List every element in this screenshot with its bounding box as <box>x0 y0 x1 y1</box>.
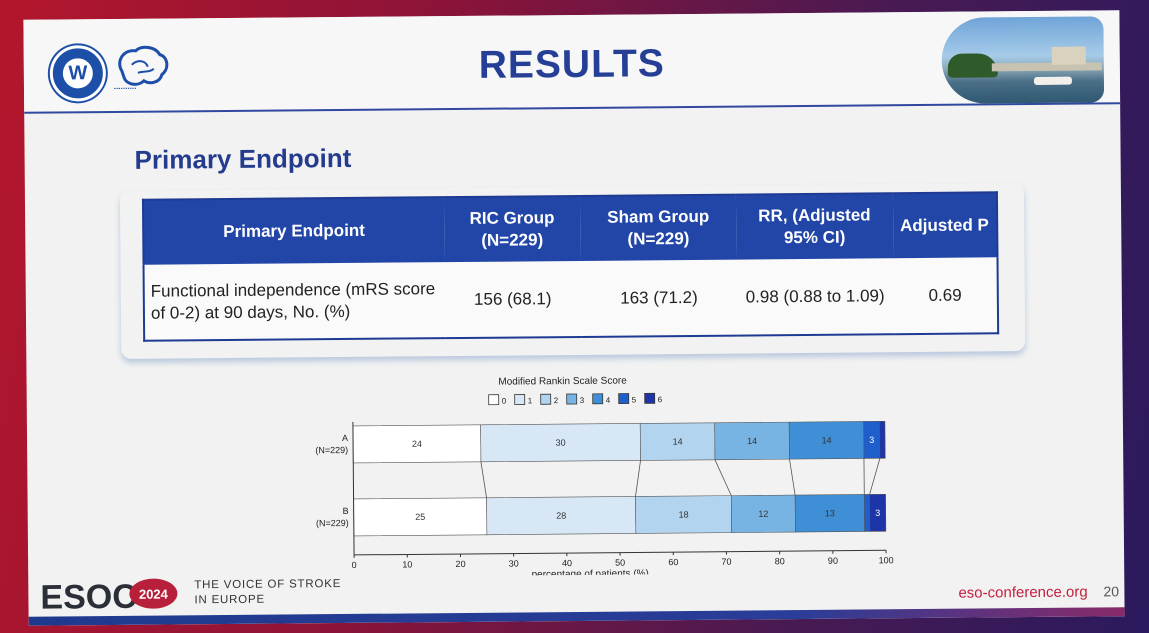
primary-endpoint-table: Primary Endpoint RIC Group (N=229) Sham … <box>141 191 1000 342</box>
bar-label-b-0: 25 <box>415 512 425 522</box>
footer-bar <box>28 607 1125 626</box>
x-tick-label: 20 <box>455 559 465 569</box>
bar-segment-a-6 <box>879 420 886 459</box>
legend-label-6: 6 <box>658 395 663 404</box>
x-tick-label: 70 <box>721 557 731 567</box>
brain-logo-icon <box>118 45 169 86</box>
footer-url: eso-conference.org <box>958 583 1088 602</box>
svg-text:2024: 2024 <box>139 587 169 602</box>
legend-label-3: 3 <box>580 396 585 405</box>
header-sham-group: Sham Group (N=229) <box>580 194 737 261</box>
legend-swatch-0 <box>488 394 500 406</box>
section-heading: Primary Endpoint <box>134 142 352 175</box>
bar-label-a-5: 3 <box>869 435 874 445</box>
legend-swatch-5 <box>618 393 630 405</box>
bar-label-b-3: 12 <box>758 509 768 519</box>
x-tick-label: 100 <box>879 555 894 565</box>
x-axis-label: percentage of patients (%) <box>532 568 649 577</box>
row-count-A: (N=229) <box>315 445 348 455</box>
cell-ric: 156 (68.1) <box>473 288 552 309</box>
bar-segment-b-5 <box>863 494 871 532</box>
x-tick-label: 40 <box>562 558 572 568</box>
cell-p: 0.69 <box>928 285 962 305</box>
connector-line <box>789 459 796 496</box>
connector-line <box>480 461 487 498</box>
bar-segment-b-6 <box>869 493 887 532</box>
x-tick-label: 60 <box>668 557 678 567</box>
legend-label-5: 5 <box>632 395 637 404</box>
bar-label-a-0: 24 <box>412 439 422 449</box>
row-count-B: (N=229) <box>316 518 349 528</box>
bar-label-b-1: 28 <box>556 511 566 521</box>
legend-swatch-2 <box>540 393 552 405</box>
bar-label-b-2: 18 <box>679 510 689 520</box>
esoc-logo: ESOC 2024 <box>40 578 178 617</box>
legend-swatch-4 <box>592 393 604 405</box>
cell-endpoint: Functional independence (mRS score of 0-… <box>150 278 436 323</box>
x-tick-label: 90 <box>828 556 838 566</box>
connector-line <box>714 459 732 496</box>
header-adjusted-p: Adjusted P <box>892 192 998 259</box>
slide-header: W ▪▪▪▪▪▪▪▪▪▪ RESULTS <box>23 10 1121 114</box>
bar-label-a-1: 30 <box>556 438 566 448</box>
connector-line <box>635 460 641 497</box>
header-rr: RR, (Adjusted 95% CI) <box>736 193 894 260</box>
svg-text:ESOC: ESOC <box>40 578 137 617</box>
table-row: Functional independence (mRS score of 0-… <box>144 257 999 340</box>
river-city-photo <box>941 16 1105 104</box>
chart-title: Modified Rankin Scale Score <box>498 376 627 388</box>
cell-rr: 0.98 (0.88 to 1.09) <box>745 285 885 307</box>
x-tick-label: 0 <box>352 560 357 570</box>
bar-label-a-3: 14 <box>747 436 757 446</box>
legend-swatch-6 <box>644 392 656 404</box>
y-axis-line <box>352 421 355 555</box>
slide: W ▪▪▪▪▪▪▪▪▪▪ RESULTS Primary Endpoint Pr… <box>23 10 1125 626</box>
table-header-row: Primary Endpoint RIC Group (N=229) Sham … <box>142 192 998 265</box>
bar-label-b-4: 13 <box>825 508 835 518</box>
legend-swatch-1 <box>514 394 526 405</box>
row-label-A: A <box>342 433 348 443</box>
row-label-B: B <box>343 506 349 516</box>
legend-label-2: 2 <box>554 396 559 405</box>
page-number: 20 <box>1103 583 1120 600</box>
legend-label-1: 1 <box>528 396 533 405</box>
bar-label-a-4: 14 <box>822 435 832 445</box>
footer-tagline: THE VOICE OF STROKE IN EUROPE <box>194 578 342 607</box>
bar-label-b-6: 3 <box>875 508 880 518</box>
x-tick-label: 30 <box>509 558 519 568</box>
x-tick-label: 50 <box>615 558 625 568</box>
x-tick-label: 80 <box>775 556 785 566</box>
header-primary-endpoint: Primary Endpoint <box>142 197 445 265</box>
x-tick-label: 10 <box>402 559 412 569</box>
bar-label-a-2: 14 <box>673 437 683 447</box>
header-ric-group: RIC Group (N=229) <box>443 195 581 263</box>
cell-sham: 163 (71.2) <box>620 287 698 308</box>
legend-swatch-3 <box>566 393 578 405</box>
legend-label-0: 0 <box>502 397 507 406</box>
connector-line <box>869 458 881 495</box>
legend-label-4: 4 <box>606 396 611 405</box>
